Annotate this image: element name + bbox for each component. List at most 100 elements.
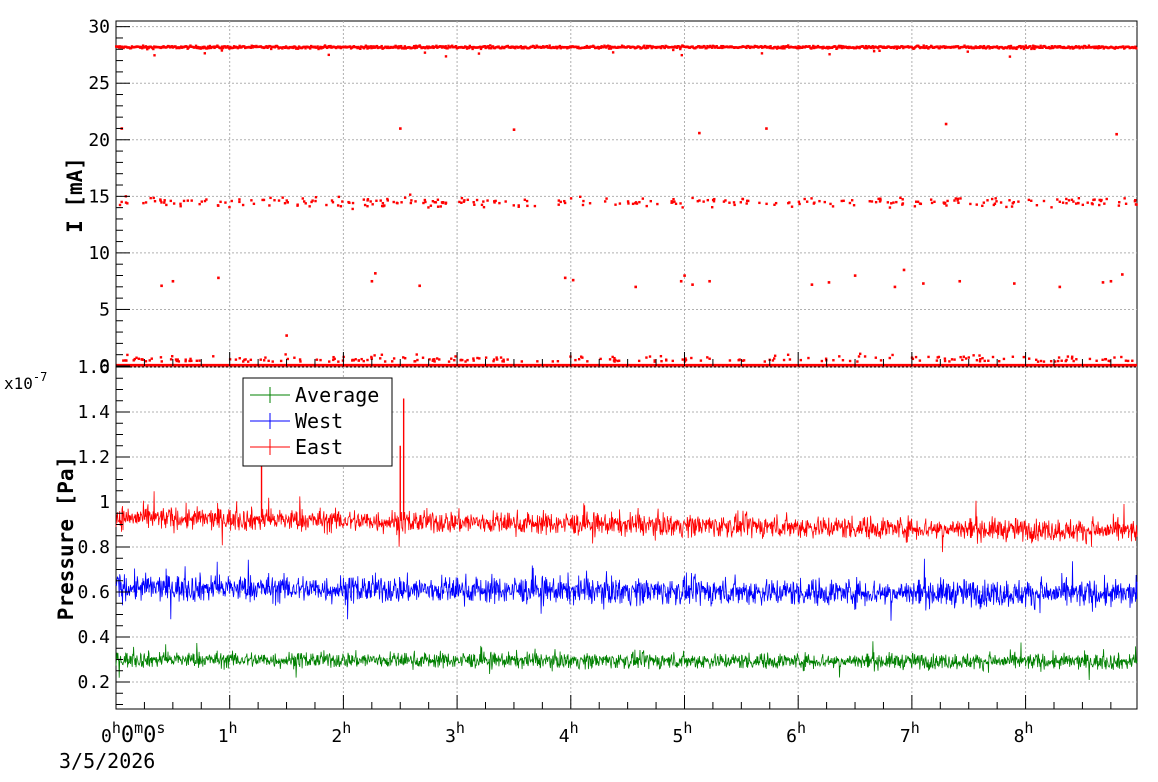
current-point bbox=[1088, 357, 1092, 361]
current-point bbox=[631, 202, 635, 206]
current-point bbox=[728, 201, 731, 204]
current-point bbox=[975, 203, 978, 206]
current-point bbox=[659, 354, 663, 358]
current-point bbox=[588, 202, 592, 205]
current-point bbox=[415, 353, 418, 356]
y-tick-label: 5 bbox=[99, 299, 110, 320]
current-point bbox=[763, 360, 767, 363]
current-point bbox=[243, 45, 246, 48]
current-point bbox=[788, 201, 791, 204]
current-point bbox=[1096, 45, 1099, 48]
current-point bbox=[969, 202, 972, 206]
current-point bbox=[1101, 45, 1105, 48]
current-point bbox=[745, 46, 748, 50]
current-point bbox=[451, 44, 454, 47]
current-point bbox=[680, 53, 683, 57]
current-point bbox=[370, 357, 373, 360]
current-point bbox=[681, 358, 684, 361]
current-point bbox=[1077, 45, 1080, 48]
current-point bbox=[774, 201, 778, 205]
current-point bbox=[172, 202, 176, 205]
current-point bbox=[292, 46, 295, 50]
current-point bbox=[787, 44, 790, 47]
current-point bbox=[160, 360, 163, 363]
current-point bbox=[768, 46, 771, 50]
current-point bbox=[392, 200, 395, 204]
current-point bbox=[1097, 46, 1100, 50]
current-point bbox=[983, 359, 986, 363]
current-point bbox=[643, 44, 646, 47]
current-point bbox=[1082, 46, 1085, 50]
current-point bbox=[163, 201, 166, 204]
current-point bbox=[1124, 202, 1128, 205]
current-point bbox=[492, 358, 496, 361]
current-point bbox=[1060, 359, 1063, 362]
current-point bbox=[186, 199, 190, 202]
current-point bbox=[706, 356, 709, 359]
current-point bbox=[118, 203, 122, 207]
current-point bbox=[797, 45, 800, 48]
current-point bbox=[140, 358, 143, 361]
pressure-y-axis: 0.2 0.4 0.6 0.8 1 1.2 1.4 1.6 bbox=[77, 357, 130, 705]
current-point bbox=[722, 200, 726, 203]
legend-entry: Average bbox=[295, 383, 379, 407]
current-point bbox=[427, 206, 430, 209]
current-point bbox=[892, 46, 896, 50]
current-point bbox=[1101, 358, 1104, 362]
x-tick-label: 2h bbox=[331, 719, 351, 747]
current-point bbox=[293, 356, 296, 359]
current-point bbox=[444, 55, 448, 58]
current-point bbox=[491, 45, 495, 48]
current-point bbox=[986, 199, 989, 202]
current-outlier bbox=[698, 131, 701, 135]
current-point bbox=[512, 204, 515, 207]
current-point bbox=[1019, 44, 1022, 48]
current-point bbox=[184, 358, 187, 361]
current-point bbox=[886, 201, 890, 204]
current-point bbox=[311, 199, 314, 202]
current-point bbox=[981, 356, 984, 360]
current-point bbox=[219, 200, 222, 204]
current-point bbox=[596, 45, 600, 49]
current-point bbox=[868, 200, 871, 203]
current-point bbox=[1053, 360, 1057, 363]
current-point bbox=[684, 357, 687, 360]
current-point bbox=[464, 45, 468, 49]
current-point bbox=[466, 358, 469, 362]
current-point bbox=[1098, 203, 1101, 207]
current-point bbox=[1070, 198, 1074, 201]
current-point bbox=[502, 360, 505, 363]
current-point bbox=[715, 44, 718, 48]
current-point bbox=[579, 195, 582, 199]
current-point bbox=[478, 45, 482, 49]
current-point bbox=[696, 199, 700, 203]
current-point bbox=[261, 198, 264, 202]
current-point bbox=[370, 355, 373, 359]
current-point bbox=[525, 199, 529, 203]
current-point bbox=[581, 203, 585, 207]
current-point bbox=[781, 47, 784, 50]
current-point bbox=[824, 357, 828, 360]
current-point bbox=[281, 196, 284, 199]
current-point bbox=[370, 46, 373, 50]
current-point bbox=[1035, 204, 1039, 207]
current-point bbox=[585, 44, 588, 48]
current-point bbox=[798, 202, 801, 206]
current-point bbox=[645, 204, 648, 208]
current-point bbox=[144, 45, 148, 48]
current-point bbox=[1122, 45, 1125, 48]
current-point bbox=[231, 46, 235, 49]
legend-entry: West bbox=[295, 409, 343, 433]
current-point bbox=[276, 45, 279, 49]
current-point bbox=[243, 358, 246, 362]
current-point bbox=[120, 200, 123, 204]
current-point bbox=[338, 45, 342, 48]
current-point bbox=[821, 47, 824, 50]
current-point bbox=[783, 47, 786, 50]
current-point bbox=[435, 357, 439, 360]
current-point bbox=[608, 45, 612, 48]
current-point bbox=[144, 360, 148, 363]
current-point bbox=[354, 358, 357, 361]
current-point bbox=[825, 45, 829, 49]
current-point bbox=[472, 200, 475, 204]
